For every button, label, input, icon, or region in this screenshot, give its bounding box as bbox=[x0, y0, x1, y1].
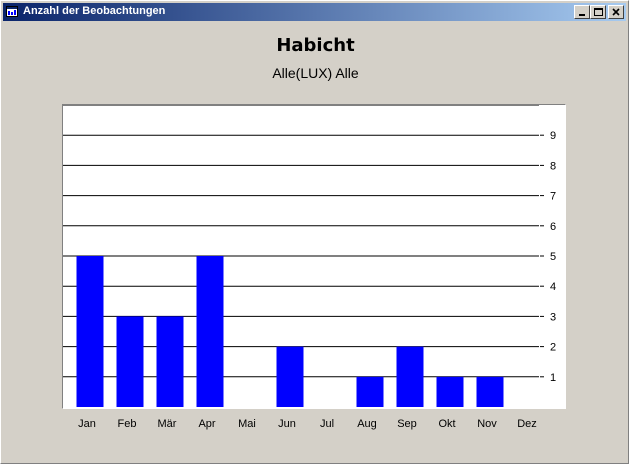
bar bbox=[476, 376, 504, 407]
x-axis-labels: Jan Feb Mär Apr Mai Jun Jul Aug Sep Okt Nov Dez bbox=[78, 418, 537, 430]
title-bar[interactable]: Anzahl der Beobachtungen bbox=[3, 3, 626, 21]
y-tick-label: 6 bbox=[550, 221, 556, 233]
y-tick-label: 5 bbox=[550, 251, 556, 263]
x-tick-label: Dez bbox=[517, 418, 537, 430]
chart-title: Habicht bbox=[276, 35, 355, 56]
x-tick-label: Jun bbox=[278, 418, 296, 430]
minimize-button[interactable] bbox=[574, 5, 590, 19]
plot-svg: 1 2 3 4 5 6 7 8 9 bbox=[63, 105, 556, 407]
bar bbox=[396, 346, 424, 407]
maximize-icon bbox=[594, 8, 603, 16]
maximize-button[interactable] bbox=[590, 5, 606, 19]
x-tick-label: Mär bbox=[158, 418, 177, 430]
close-button[interactable] bbox=[608, 5, 624, 19]
x-tick-label: Nov bbox=[477, 418, 497, 430]
bar bbox=[156, 316, 184, 407]
bar bbox=[356, 376, 384, 407]
window-title: Anzahl der Beobachtungen bbox=[23, 5, 166, 17]
y-tick-label: 7 bbox=[550, 191, 556, 203]
plot-area: 1 2 3 4 5 6 7 8 9 bbox=[62, 104, 566, 409]
close-icon bbox=[612, 8, 620, 16]
bar bbox=[76, 256, 104, 407]
x-tick-label: Jan bbox=[78, 418, 96, 430]
x-tick-label: Sep bbox=[397, 418, 417, 430]
x-tick-label: Okt bbox=[438, 418, 455, 430]
y-tick-label: 3 bbox=[550, 311, 556, 323]
x-tick-label: Feb bbox=[118, 418, 137, 430]
chart-subtitle: Alle(LUX) Alle bbox=[272, 65, 359, 81]
bar bbox=[276, 346, 304, 407]
x-tick-label: Apr bbox=[198, 418, 215, 430]
y-tick-label: 1 bbox=[550, 372, 556, 384]
y-tick-label: 8 bbox=[550, 160, 556, 172]
x-tick-label: Jul bbox=[320, 418, 334, 430]
x-tick-label: Aug bbox=[357, 418, 377, 430]
y-tick-label: 4 bbox=[550, 281, 556, 293]
bar bbox=[436, 376, 464, 407]
bar bbox=[116, 316, 144, 407]
minimize-icon bbox=[579, 14, 585, 16]
app-icon bbox=[6, 6, 18, 17]
bar bbox=[196, 256, 224, 407]
y-tick-label: 9 bbox=[550, 130, 556, 142]
y-tick-label: 2 bbox=[550, 342, 556, 354]
x-tick-label: Mai bbox=[238, 418, 256, 430]
